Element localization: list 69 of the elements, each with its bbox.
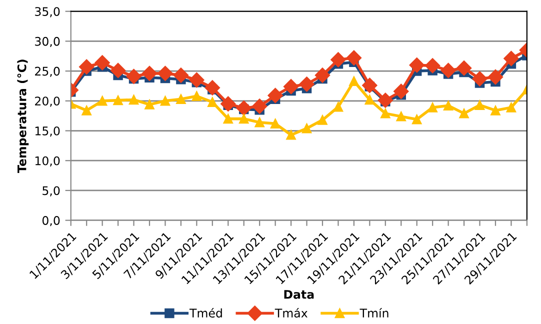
y-tick-label: 10,0 — [35, 156, 60, 166]
point — [299, 76, 314, 92]
legend-label: Tméd — [189, 308, 222, 318]
point — [440, 62, 456, 78]
point — [223, 114, 233, 124]
point — [204, 80, 220, 96]
point — [364, 94, 375, 105]
point — [302, 124, 312, 134]
point — [428, 102, 438, 112]
point — [472, 71, 488, 86]
point — [236, 100, 252, 116]
y-tick-label: 0,0 — [42, 216, 60, 226]
point — [456, 60, 472, 76]
legend-label: Tmáx — [274, 308, 308, 318]
y-tick-label: 20,0 — [35, 96, 60, 107]
point — [333, 102, 344, 112]
point — [208, 97, 218, 107]
point — [173, 68, 189, 83]
point — [94, 55, 110, 70]
point — [330, 52, 346, 68]
point — [409, 58, 424, 73]
point — [270, 118, 280, 128]
point — [474, 100, 485, 110]
point — [220, 96, 236, 112]
point — [346, 50, 362, 66]
point — [488, 69, 504, 85]
point — [192, 91, 202, 101]
point — [349, 76, 359, 86]
point — [82, 106, 92, 116]
point — [97, 96, 108, 106]
point — [110, 62, 126, 78]
point — [318, 115, 328, 125]
point — [142, 66, 158, 82]
point — [113, 95, 123, 106]
y-tick-label: 30,0 — [35, 36, 60, 48]
point — [286, 130, 296, 140]
point — [128, 94, 139, 105]
point — [506, 102, 516, 112]
point — [239, 114, 249, 124]
point — [314, 68, 330, 83]
point — [443, 100, 454, 111]
point — [189, 72, 204, 88]
point — [412, 114, 422, 124]
point — [160, 96, 170, 106]
point — [252, 98, 268, 114]
point — [394, 84, 409, 99]
point — [396, 112, 406, 122]
y-tick-label: 5,0 — [42, 186, 60, 196]
y-tick-label: 25,0 — [35, 66, 60, 77]
point — [79, 59, 94, 74]
legend-label: Tmín — [360, 308, 388, 318]
point — [268, 88, 283, 104]
point — [144, 100, 154, 110]
point — [176, 94, 186, 104]
point — [425, 58, 440, 74]
point — [504, 50, 519, 66]
point — [378, 92, 393, 108]
point — [380, 108, 390, 118]
point — [283, 79, 299, 94]
y-tick-label: 35,0 — [35, 7, 60, 18]
point — [126, 68, 142, 84]
point — [362, 78, 378, 93]
point — [158, 66, 173, 82]
point — [459, 108, 469, 118]
point — [490, 106, 500, 116]
y-tick-label: 15,0 — [35, 126, 60, 137]
point — [254, 118, 264, 128]
x-axis-title: Data — [284, 290, 314, 299]
y-axis-title: Temperatura (°C) — [17, 60, 29, 173]
